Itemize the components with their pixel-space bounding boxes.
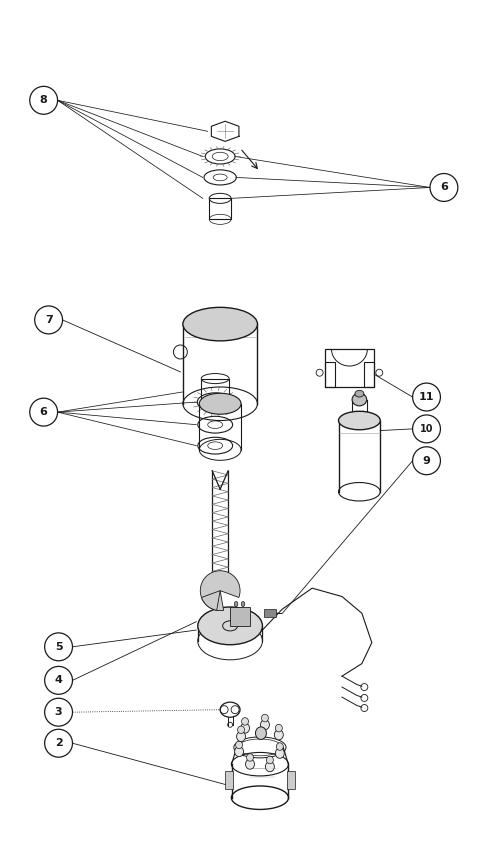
Ellipse shape [198, 607, 262, 645]
Ellipse shape [246, 759, 254, 770]
Ellipse shape [234, 747, 244, 757]
Text: 4: 4 [54, 675, 62, 685]
Text: 5: 5 [55, 642, 62, 652]
Circle shape [430, 173, 458, 202]
Ellipse shape [262, 714, 268, 722]
Bar [324, 362, 334, 387]
Ellipse shape [355, 390, 364, 397]
Ellipse shape [260, 720, 270, 730]
Circle shape [44, 633, 72, 661]
Circle shape [44, 698, 72, 726]
Bar [225, 771, 233, 790]
Ellipse shape [236, 741, 242, 748]
Circle shape [412, 383, 440, 411]
Ellipse shape [238, 726, 244, 733]
Text: 7: 7 [45, 315, 52, 325]
Ellipse shape [234, 601, 238, 606]
Wedge shape [202, 590, 220, 611]
Ellipse shape [276, 748, 284, 759]
Ellipse shape [236, 732, 246, 742]
Circle shape [30, 87, 58, 114]
Ellipse shape [200, 394, 241, 415]
Bar [264, 609, 276, 617]
Circle shape [412, 415, 440, 443]
Circle shape [34, 306, 62, 334]
Text: 6: 6 [40, 407, 48, 417]
Ellipse shape [276, 743, 283, 750]
Circle shape [412, 447, 440, 474]
Ellipse shape [276, 724, 282, 732]
Ellipse shape [274, 730, 283, 740]
Ellipse shape [266, 762, 274, 772]
Ellipse shape [338, 411, 380, 430]
Ellipse shape [183, 307, 258, 341]
Wedge shape [200, 571, 240, 611]
Ellipse shape [352, 394, 366, 406]
Bar [324, 349, 374, 387]
Ellipse shape [266, 756, 274, 764]
Ellipse shape [242, 601, 245, 606]
Bar [230, 607, 250, 626]
Text: 6: 6 [440, 182, 448, 193]
Circle shape [30, 398, 58, 426]
Ellipse shape [256, 727, 266, 739]
Ellipse shape [240, 723, 250, 733]
Bar [364, 362, 374, 387]
Text: 11: 11 [419, 392, 434, 402]
Text: 8: 8 [40, 95, 48, 105]
Bar [202, 378, 229, 405]
Bar [287, 771, 295, 790]
Text: 10: 10 [420, 424, 434, 434]
Bar [209, 198, 231, 220]
Ellipse shape [242, 717, 248, 725]
Text: 2: 2 [54, 738, 62, 748]
Circle shape [44, 729, 72, 757]
Circle shape [44, 666, 72, 695]
Text: 3: 3 [55, 707, 62, 717]
Text: 9: 9 [422, 456, 430, 466]
Ellipse shape [246, 754, 254, 761]
